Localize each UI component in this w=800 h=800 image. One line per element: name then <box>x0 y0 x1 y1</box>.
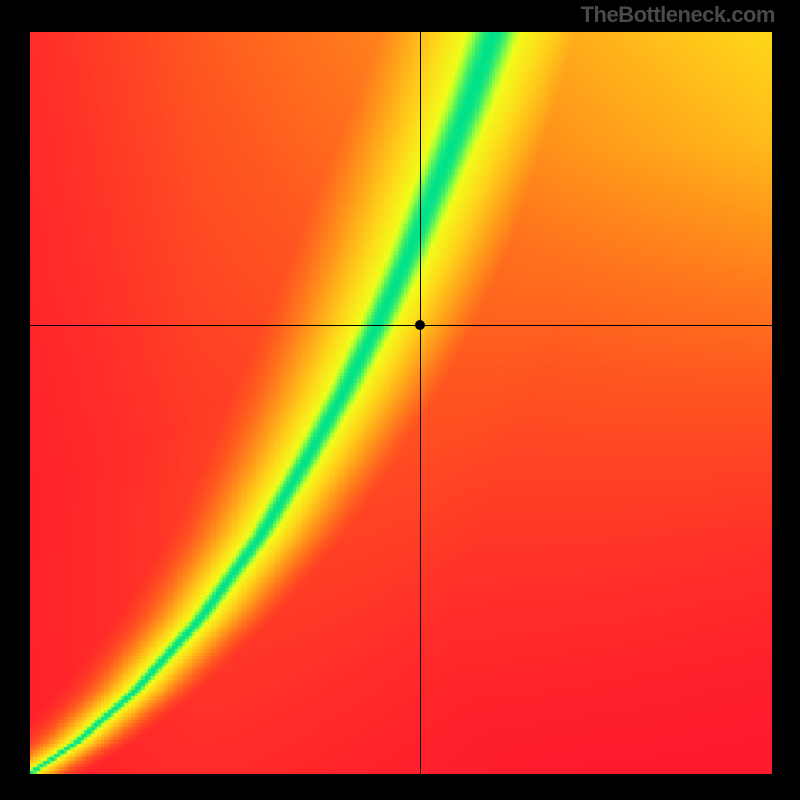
heatmap-canvas <box>30 32 772 774</box>
watermark-label: TheBottleneck.com <box>581 2 775 27</box>
plot-area <box>30 32 772 774</box>
watermark-text: TheBottleneck.com <box>581 2 775 28</box>
chart-container: TheBottleneck.com <box>0 0 800 800</box>
crosshair-horizontal <box>30 325 772 326</box>
crosshair-vertical <box>420 32 421 774</box>
intersection-marker <box>415 320 425 330</box>
